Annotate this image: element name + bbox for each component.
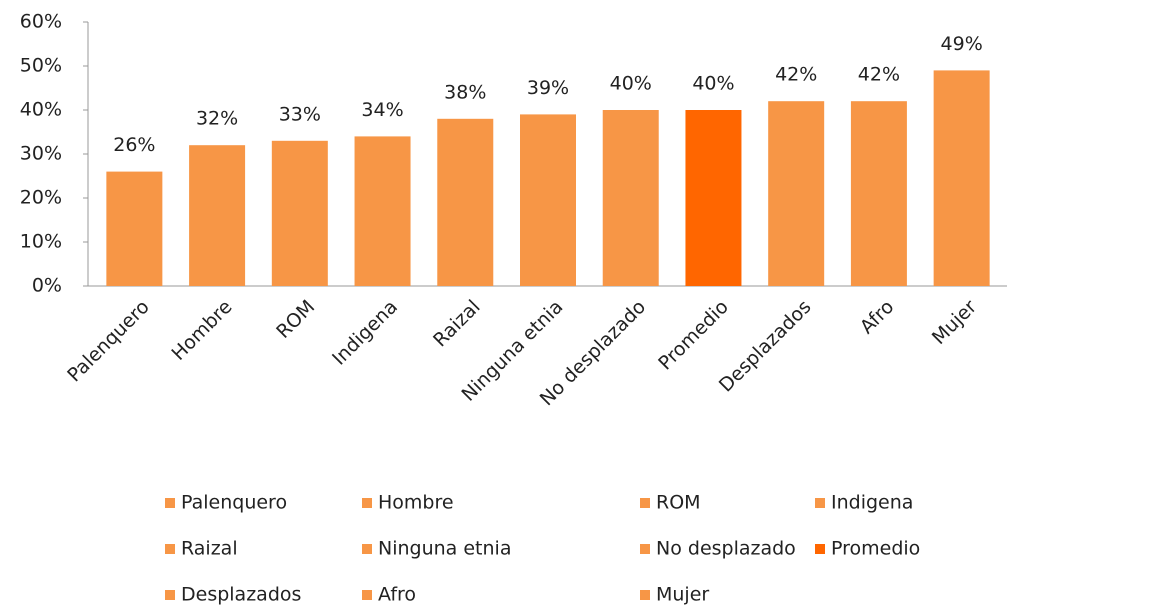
x-tick-label: Hombre bbox=[168, 296, 237, 365]
x-tick-label: Indigena bbox=[328, 296, 402, 370]
legend-marker bbox=[362, 498, 372, 508]
x-tick-label: Raizal bbox=[429, 296, 485, 352]
x-tick-label: Promedio bbox=[654, 296, 733, 375]
legend-label: Hombre bbox=[378, 492, 454, 514]
y-tick-label: 60% bbox=[20, 11, 62, 33]
legend-label: Raizal bbox=[181, 538, 238, 560]
value-label: 40% bbox=[610, 73, 652, 95]
y-tick-label: 0% bbox=[32, 275, 62, 297]
y-tick-label: 50% bbox=[20, 55, 62, 77]
legend-label: Palenquero bbox=[181, 492, 287, 514]
legend-label: No desplazado bbox=[656, 538, 796, 560]
bar bbox=[768, 101, 825, 286]
value-label: 40% bbox=[692, 73, 734, 95]
legend-marker bbox=[815, 544, 825, 554]
bar bbox=[271, 140, 328, 286]
value-label: 32% bbox=[196, 108, 238, 130]
legend-label: Promedio bbox=[831, 538, 920, 560]
bar bbox=[850, 101, 907, 286]
legend-label: Indigena bbox=[831, 492, 913, 514]
x-tick-label: Palenquero bbox=[63, 296, 154, 387]
legend-label: ROM bbox=[656, 492, 701, 514]
legend-marker bbox=[165, 544, 175, 554]
legend-marker bbox=[640, 544, 650, 554]
legend-marker bbox=[165, 498, 175, 508]
value-label: 38% bbox=[444, 81, 486, 103]
y-tick-label: 20% bbox=[20, 187, 62, 209]
legend-label: Ninguna etnia bbox=[378, 538, 511, 560]
legend-marker bbox=[362, 544, 372, 554]
legend-label: Mujer bbox=[656, 584, 709, 606]
bar bbox=[685, 110, 742, 286]
bar bbox=[354, 136, 411, 286]
bar bbox=[602, 110, 659, 286]
legend-marker bbox=[815, 498, 825, 508]
value-label: 26% bbox=[113, 134, 155, 156]
value-label: 39% bbox=[527, 77, 569, 99]
value-label: 49% bbox=[941, 33, 983, 55]
bar bbox=[933, 70, 990, 287]
legend-label: Desplazados bbox=[181, 584, 301, 606]
y-tick-label: 40% bbox=[20, 99, 62, 121]
bar bbox=[189, 145, 246, 286]
x-tick-label: Mujer bbox=[928, 296, 981, 349]
bar bbox=[520, 114, 576, 287]
value-label: 42% bbox=[858, 64, 900, 86]
bar bbox=[106, 171, 163, 286]
bar bbox=[437, 118, 494, 286]
legend-marker bbox=[165, 590, 175, 600]
y-tick-label: 30% bbox=[20, 143, 62, 165]
legend-marker bbox=[640, 590, 650, 600]
legend-marker bbox=[362, 590, 372, 600]
value-label: 33% bbox=[279, 103, 321, 125]
x-tick-label: Afro bbox=[856, 296, 898, 338]
value-label: 34% bbox=[361, 99, 403, 121]
value-label: 42% bbox=[775, 64, 817, 86]
legend-label: Afro bbox=[378, 584, 416, 606]
y-tick-label: 10% bbox=[20, 231, 62, 253]
x-tick-label: ROM bbox=[272, 296, 319, 343]
legend-marker bbox=[640, 498, 650, 508]
